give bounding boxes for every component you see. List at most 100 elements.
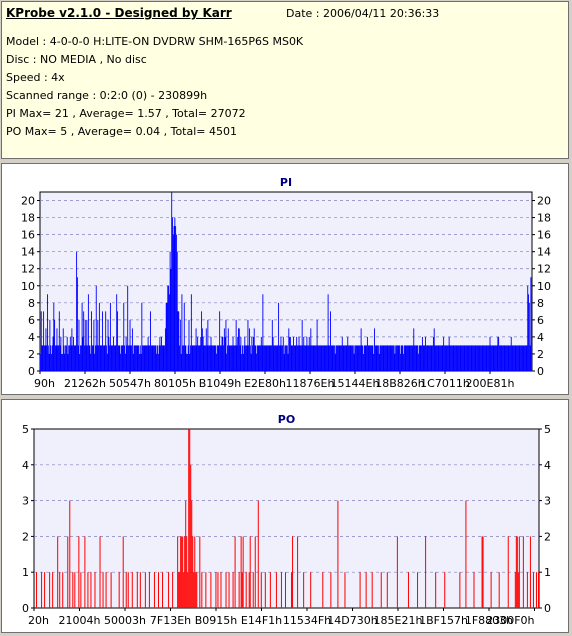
pi-bar: [480, 345, 482, 371]
po-bar: [178, 572, 180, 608]
pi-bar: [386, 345, 388, 371]
pi-bar: [418, 353, 419, 371]
pi-bar: [110, 345, 112, 371]
po-chart-panel: PO 0 0 1 1 2 2 3 3 4 4 5 5 20h 21004h 50003h 7F13Eh B0915…: [1, 399, 569, 633]
pi-bar: [352, 345, 354, 371]
pi-bar: [461, 345, 463, 371]
pi-bar: [506, 345, 508, 371]
pi-bar: [383, 345, 385, 371]
pi-bar: [179, 345, 181, 371]
po-bar: [330, 572, 332, 608]
pi-bar: [395, 345, 397, 371]
po-bar: [529, 536, 531, 608]
pi-bar: [46, 345, 48, 371]
pi-bar: [104, 345, 106, 371]
pi-bar: [53, 302, 55, 371]
pi-plot-area: [39, 191, 533, 372]
pi-bar: [187, 345, 189, 371]
pi-bar: [146, 345, 148, 371]
pi-bar: [519, 345, 521, 371]
pi-bar: [249, 328, 250, 371]
pi-bar: [231, 345, 233, 371]
pi-bar: [150, 345, 152, 371]
pi-bar: [214, 345, 216, 371]
pi-bar: [194, 345, 196, 371]
pi-bar: [513, 345, 515, 371]
pi-bar: [389, 345, 391, 371]
pi-bar: [289, 336, 291, 371]
pi-bar: [414, 345, 416, 371]
pi-bar: [457, 345, 459, 371]
pi-bar: [113, 345, 115, 371]
pi-bar: [440, 345, 442, 371]
pi-bar: [467, 345, 469, 371]
pi-bar: [258, 345, 260, 371]
pi-bar: [264, 345, 266, 371]
pi-bar: [91, 345, 93, 371]
po-ytick-label-right: 2: [544, 530, 551, 543]
pi-bar: [186, 353, 188, 371]
pi-bar: [218, 345, 220, 371]
pi-bar: [363, 345, 365, 371]
po-chart-title: PO: [278, 413, 295, 426]
pi-bar: [73, 336, 74, 371]
pi-bar: [392, 345, 394, 371]
po-bar: [177, 536, 179, 608]
po-ytick-label-right: 1: [544, 566, 551, 579]
pi-bar: [311, 345, 313, 371]
pi-bar: [458, 345, 460, 371]
pi-bar: [388, 345, 390, 371]
pi-bar: [502, 345, 504, 371]
pi-bar: [296, 336, 298, 371]
pi-bar: [278, 302, 280, 371]
pi-bar: [89, 345, 91, 371]
pi-bar: [107, 319, 109, 371]
pi-bar: [509, 345, 511, 371]
pi-bar: [322, 345, 324, 371]
pi-bar: [450, 345, 452, 371]
pi-bar: [123, 302, 125, 371]
po-bar: [444, 572, 446, 608]
pi-bar: [197, 345, 199, 371]
pi-ytick-label-right: 20: [537, 195, 551, 208]
pi-bar: [300, 345, 302, 371]
pi-bar: [509, 345, 511, 371]
pi-bar: [190, 294, 192, 371]
pi-bar: [130, 345, 132, 371]
pi-bar: [435, 345, 437, 371]
pi-bar: [377, 345, 379, 371]
po-xtick-label: 1BF157h: [419, 614, 468, 627]
po-ytick-label-left: 5: [22, 423, 29, 436]
pi-bar: [469, 345, 471, 371]
pi-bar: [51, 345, 53, 371]
pi-bar: [348, 345, 350, 371]
pi-bar: [400, 345, 402, 371]
pi-bar: [91, 311, 92, 371]
po-bar: [110, 572, 112, 608]
pi-bar: [396, 345, 398, 371]
pi-bar: [251, 336, 253, 371]
pi-bar: [432, 336, 434, 371]
pi-bar: [482, 345, 484, 371]
pi-bar: [182, 345, 184, 371]
pi-chart-panel: PI 0 0 2 2 4 4 6 6 8 8 10 10 12 12 14 14 16 16 18 18 20 20 90h 2…: [1, 163, 569, 395]
pi-bar: [456, 345, 458, 371]
pi-bar: [97, 319, 99, 371]
pi-bar: [106, 345, 107, 371]
pi-bar: [252, 345, 254, 371]
pi-bar: [241, 353, 243, 371]
pi-bar: [362, 345, 364, 371]
pi-bar: [213, 345, 215, 371]
pi-bar: [422, 345, 424, 371]
pi-bar: [382, 345, 384, 371]
pi-bar: [303, 336, 305, 371]
po-xtick-label: 11534Fh: [283, 614, 331, 627]
pi-bar: [378, 353, 380, 371]
po-bar: [498, 572, 500, 608]
po-bar: [127, 572, 129, 608]
pi-bar: [495, 345, 496, 371]
pi-bar: [322, 345, 324, 371]
pi-bar: [289, 336, 291, 371]
pi-bar: [277, 345, 279, 371]
pi-bar: [164, 345, 166, 371]
